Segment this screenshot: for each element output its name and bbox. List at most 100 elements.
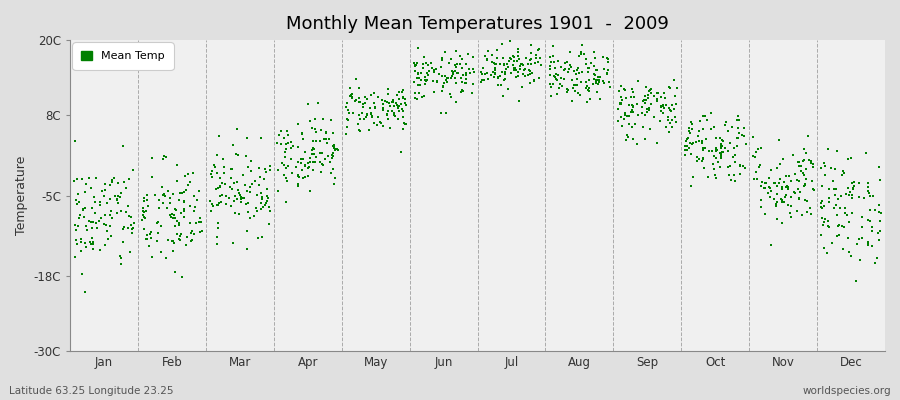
Point	[855, 214, 869, 220]
Point	[838, 210, 852, 217]
Point	[207, 162, 221, 168]
Point	[111, 180, 125, 186]
Point	[138, 214, 152, 221]
Point	[501, 58, 516, 64]
Point	[775, 220, 789, 226]
Point	[152, 196, 166, 203]
Point	[410, 44, 425, 51]
Point	[385, 99, 400, 105]
Point	[76, 214, 91, 220]
Point	[223, 184, 238, 191]
Point	[427, 88, 441, 95]
Point	[489, 61, 503, 67]
Point	[626, 89, 640, 96]
Point	[436, 80, 451, 86]
Point	[245, 181, 259, 188]
Point	[698, 136, 713, 142]
Point	[370, 122, 384, 128]
Point	[680, 136, 694, 142]
Point	[422, 68, 436, 74]
Point	[151, 219, 166, 225]
Point	[738, 165, 752, 171]
Point	[88, 199, 103, 205]
Point	[567, 82, 581, 88]
Point	[820, 250, 834, 256]
Point	[74, 248, 88, 255]
Point	[775, 186, 789, 192]
Point	[639, 97, 653, 104]
Point	[685, 141, 699, 147]
Point	[557, 60, 572, 66]
Point	[692, 128, 706, 134]
Point	[746, 153, 760, 160]
Point	[495, 93, 509, 100]
Point	[463, 70, 477, 76]
Point	[836, 168, 850, 174]
Point	[418, 74, 433, 80]
Point	[215, 192, 230, 198]
Point	[117, 178, 131, 185]
Point	[832, 223, 846, 229]
Point	[772, 161, 787, 167]
Point	[702, 148, 716, 154]
Point	[330, 146, 345, 152]
Point	[789, 177, 804, 183]
Point	[706, 161, 721, 168]
Point	[436, 57, 450, 64]
Point	[319, 156, 333, 162]
Point	[113, 208, 128, 214]
Point	[113, 190, 128, 196]
Point	[392, 89, 406, 96]
Point	[650, 140, 664, 146]
Point	[394, 89, 409, 95]
Point	[622, 120, 636, 127]
Point	[814, 198, 829, 204]
Point	[399, 102, 413, 108]
Point	[818, 162, 832, 169]
Point	[366, 120, 381, 126]
Point	[792, 178, 806, 184]
Point	[746, 134, 760, 140]
Point	[873, 177, 887, 183]
Point	[98, 222, 112, 229]
Point	[111, 200, 125, 206]
Point	[275, 160, 290, 166]
Point	[589, 67, 603, 73]
Point	[230, 187, 245, 194]
Point	[625, 102, 639, 108]
Point	[482, 76, 496, 82]
Point	[458, 70, 473, 76]
Point	[255, 196, 269, 202]
Point	[818, 172, 832, 178]
Point	[860, 240, 875, 246]
Point	[399, 121, 413, 127]
Point	[408, 63, 422, 69]
Point	[176, 208, 191, 214]
Point	[731, 134, 745, 141]
Point	[212, 184, 226, 191]
Point	[779, 184, 794, 190]
Point	[724, 124, 739, 130]
Point	[228, 209, 242, 216]
Point	[68, 221, 82, 228]
Point	[780, 184, 795, 190]
Point	[784, 203, 798, 209]
Point	[852, 194, 867, 200]
Point	[790, 186, 805, 192]
Point	[828, 192, 842, 198]
Point	[210, 152, 224, 158]
Point	[210, 234, 224, 241]
Point	[696, 156, 710, 162]
Point	[706, 166, 721, 172]
Point	[407, 60, 421, 66]
Point	[684, 121, 698, 127]
Point	[816, 222, 831, 228]
Point	[449, 99, 464, 106]
Point	[122, 176, 136, 182]
Point	[696, 126, 710, 132]
Point	[327, 142, 341, 149]
Point	[572, 53, 586, 60]
Point	[798, 176, 813, 182]
Point	[303, 159, 318, 166]
Point	[448, 80, 463, 86]
